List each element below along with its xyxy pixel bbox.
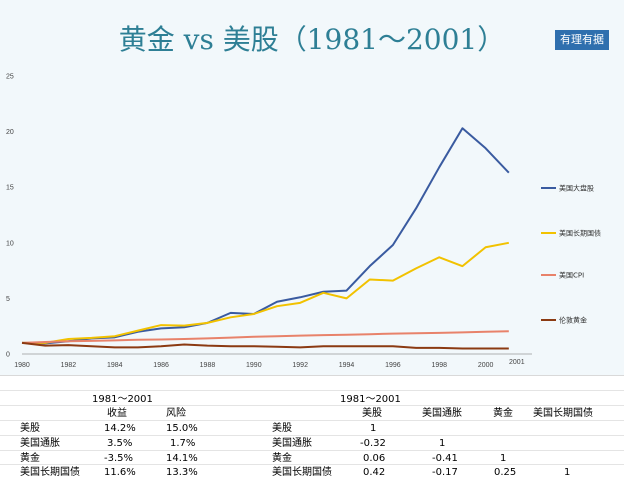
- y-tick-label: 0: [6, 352, 10, 359]
- table1-cell: 15.0%: [166, 423, 198, 434]
- legend-label: 伦敦黄金: [559, 316, 587, 325]
- statistics-tables: 1981～2001 收益 风险 美股 14.2% 15.0% 美国通胀 3.5%…: [0, 375, 624, 479]
- table2-row-label: 黄金: [272, 453, 292, 464]
- x-tick-label: 1996: [385, 362, 401, 369]
- y-tick-label: 15: [6, 185, 14, 192]
- table2-cell: -0.17: [432, 467, 458, 478]
- x-tick-label: 2000: [478, 362, 494, 369]
- table2-cell: 1: [370, 423, 377, 434]
- table2-cell: 0.06: [363, 453, 386, 464]
- table1-cell: 11.6%: [104, 467, 136, 478]
- table2-cell: 1: [439, 438, 446, 449]
- table2-cell: 1: [564, 467, 571, 478]
- table1-cell: 13.3%: [166, 467, 198, 478]
- table-gridline: [0, 390, 624, 391]
- y-tick-label: 25: [6, 74, 14, 81]
- legend-label: 美国大盘股: [559, 184, 594, 193]
- x-tick-label: 1998: [431, 362, 447, 369]
- table1-header-return: 收益: [107, 408, 127, 419]
- table2-cell: -0.41: [432, 453, 458, 464]
- table-gridline: [0, 450, 624, 451]
- y-tick-label: 20: [6, 129, 14, 136]
- table1-cell: -3.5%: [104, 453, 134, 464]
- table2-row-label: 美国长期国债: [272, 467, 332, 478]
- table-gridline: [0, 464, 624, 465]
- series-line: [21, 341, 509, 350]
- table1-row-label: 美国长期国债: [20, 467, 80, 478]
- table1-header-risk: 风险: [166, 408, 186, 419]
- legend-label: 美国CPI: [559, 271, 584, 280]
- table1-row-label: 美股: [20, 423, 40, 434]
- x-tick-label: 2001: [509, 359, 525, 366]
- table1-row-label: 美国通胀: [20, 438, 60, 449]
- table2-header: 黄金: [493, 408, 513, 419]
- source-badge: 有理有据: [555, 30, 609, 50]
- x-tick-label: 1982: [61, 362, 77, 369]
- table-gridline: [0, 435, 624, 436]
- table2-period: 1981～2001: [340, 394, 401, 405]
- y-tick-label: 10: [6, 240, 14, 247]
- series-line: [21, 330, 509, 344]
- table1-period: 1981～2001: [92, 394, 153, 405]
- x-tick-label: 1980: [14, 362, 30, 369]
- table1-row-label: 黄金: [20, 453, 40, 464]
- x-tick-label: 1994: [339, 362, 355, 369]
- line-chart: 0 5 10 15 20 25 1980 1982 1984 1986 1988 1990 1992 19…: [6, 74, 601, 370]
- table1-cell: 14.1%: [166, 453, 198, 464]
- table-gridline: [0, 420, 624, 421]
- y-tick-label: 5: [6, 296, 10, 303]
- table2-cell: 0.25: [494, 467, 517, 478]
- chart-area: 黄金 vs 美股（1981～2001） 有理有据 0 5 10 15 20 25 1980 1…: [0, 0, 624, 375]
- x-tick-label: 1984: [107, 362, 123, 369]
- table-gridline: [0, 405, 624, 406]
- x-tick-label: 1986: [153, 362, 169, 369]
- table2-header: 美国长期国债: [533, 408, 593, 419]
- x-tick-label: 1988: [200, 362, 216, 369]
- x-tick-label: 1990: [246, 362, 262, 369]
- table2-cell: 0.42: [363, 467, 386, 478]
- chart-title: 黄金 vs 美股（1981～2001）: [118, 23, 506, 56]
- table2-header: 美国通胀: [422, 408, 462, 419]
- table1-cell: 1.7%: [170, 438, 196, 449]
- legend-label: 美国长期国债: [559, 229, 601, 238]
- table2-header: 美股: [362, 408, 382, 419]
- table1-cell: 14.2%: [104, 423, 136, 434]
- table1-cell: 3.5%: [107, 438, 133, 449]
- table2-row-label: 美国通胀: [272, 438, 312, 449]
- table2-cell: 1: [500, 453, 507, 464]
- x-tick-label: 1992: [292, 362, 308, 369]
- series-line: [21, 127, 510, 345]
- table2-cell: -0.32: [360, 438, 386, 449]
- series-line: [22, 241, 510, 344]
- table2-row-label: 美股: [272, 423, 292, 434]
